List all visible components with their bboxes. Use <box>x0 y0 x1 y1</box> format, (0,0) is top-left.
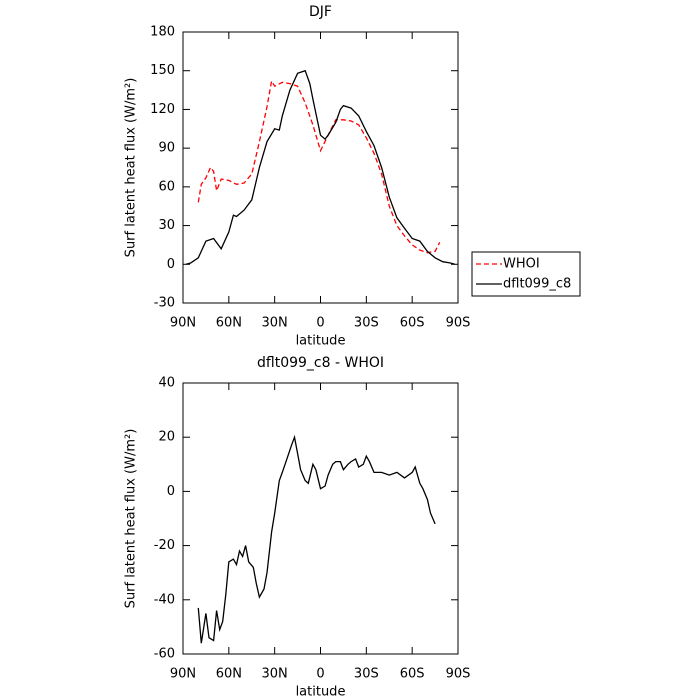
plot-frame <box>182 31 459 304</box>
legend-label: dflt099_c8 <box>503 277 571 292</box>
y-tick-label: 60 <box>158 179 175 194</box>
x-tick-label: 60N <box>216 316 242 331</box>
y-tick-label: 180 <box>150 25 175 40</box>
x-axis-label: latitude <box>296 334 346 349</box>
x-tick-label: 60S <box>400 667 425 682</box>
y-tick-label: -40 <box>154 592 175 607</box>
x-tick-label: 90N <box>170 667 196 682</box>
x-tick-label: 60S <box>400 316 425 331</box>
x-tick-label: 30N <box>262 667 288 682</box>
x-tick-label: 0 <box>316 316 324 331</box>
y-tick-label: 0 <box>167 257 175 272</box>
y-tick-label: 0 <box>167 484 175 499</box>
x-tick-label: 0 <box>316 667 324 682</box>
y-tick-label: -20 <box>154 538 175 553</box>
y-tick-label: 20 <box>158 430 175 445</box>
y-tick-label: 40 <box>158 376 175 391</box>
chart-title: DJF <box>309 4 332 20</box>
data-line <box>197 434 436 644</box>
y-tick-label: -60 <box>154 647 175 662</box>
y-tick-label: 30 <box>158 218 175 233</box>
x-tick-label: 30S <box>354 667 379 682</box>
legend-box <box>471 251 581 297</box>
y-tick-label: 120 <box>150 102 175 117</box>
x-tick-label: 90N <box>170 316 196 331</box>
x-tick-label: 30N <box>262 316 288 331</box>
y-tick-label: -30 <box>154 296 175 311</box>
chart-title: dflt099_c8 - WHOI <box>257 355 384 371</box>
data-line <box>197 79 441 254</box>
x-axis-label: latitude <box>296 685 346 700</box>
data-line <box>185 69 456 265</box>
x-tick-label: 90S <box>446 316 471 331</box>
y-tick-label: 90 <box>158 141 175 156</box>
x-tick-label: 30S <box>354 316 379 331</box>
y-axis-label: Surf latent heat flux (W/m²) <box>124 429 139 609</box>
y-tick-label: 150 <box>150 63 175 78</box>
x-tick-label: 60N <box>216 667 242 682</box>
legend-label: WHOI <box>503 257 540 272</box>
y-axis-label: Surf latent heat flux (W/m²) <box>124 78 139 258</box>
x-tick-label: 90S <box>446 667 471 682</box>
